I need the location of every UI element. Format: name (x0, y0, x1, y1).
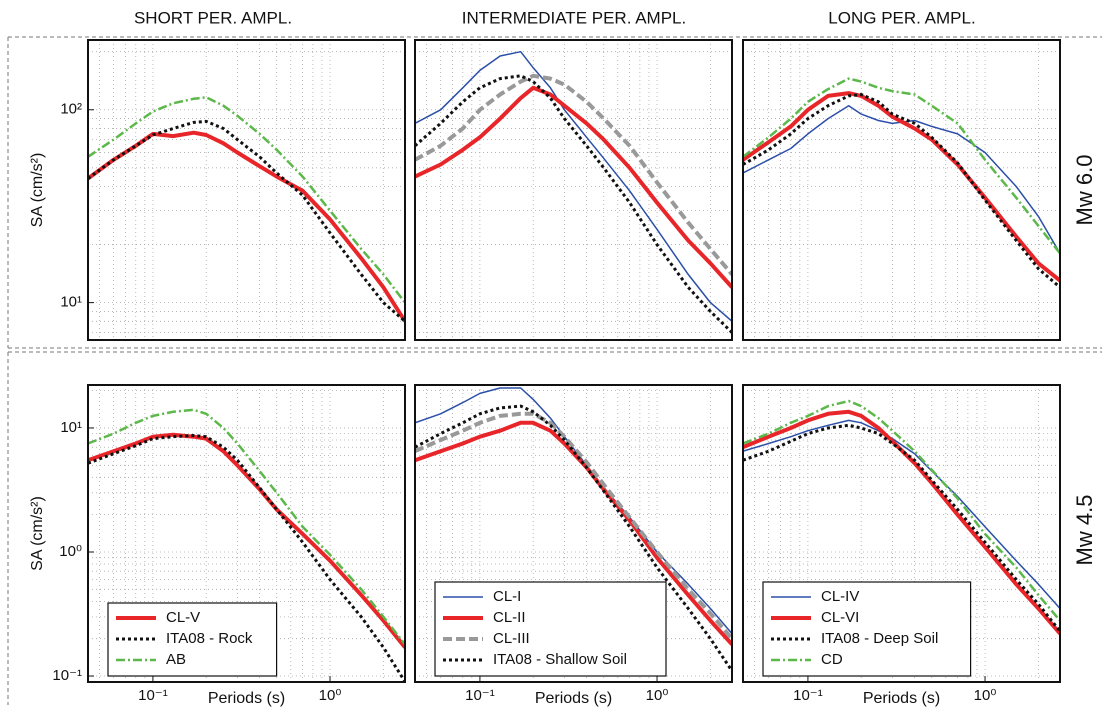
legend-label: CL-VI (821, 609, 859, 626)
row-frame (7, 351, 1102, 705)
x-tick-label: 10⁻¹ (138, 687, 168, 704)
series-line (415, 420, 732, 646)
legend-label: ITA08 - Rock (166, 630, 253, 647)
y-tick-label: 10² (60, 101, 82, 118)
legend-label: ITA08 - Shallow Soil (493, 651, 627, 668)
series-line (415, 74, 732, 334)
series-line (88, 432, 405, 649)
x-tick-label: 10⁰ (974, 687, 997, 704)
plot-frame (414, 384, 733, 683)
series-line (88, 96, 405, 304)
series-line (415, 85, 732, 289)
series-line (743, 77, 1060, 255)
series-line (415, 404, 732, 672)
column-title: SHORT PER. AMPL. (134, 8, 292, 27)
panel: 10⁻¹ 10⁰ 10¹ 10⁻¹ 10⁰ SA (cm/s²) Periods (s) CL… (29, 384, 406, 707)
column-title: LONG PER. AMPL. (828, 8, 975, 27)
series-line (415, 73, 732, 276)
y-tick-label: 10¹ (60, 419, 82, 436)
panel: 10¹ 10² SA (cm/s²) (29, 39, 406, 341)
y-tick-label: 10⁻¹ (52, 667, 82, 684)
row-frame (7, 36, 1102, 349)
plot-frame (414, 39, 733, 341)
series-line (88, 434, 405, 682)
y-axis-label: SA (cm/s²) (29, 153, 46, 228)
series-line (743, 91, 1060, 283)
column-title: INTERMEDIATE PER. AMPL. (462, 8, 687, 27)
series-line (415, 387, 732, 635)
panel: 10⁻¹ 10⁰ Periods (s) CL-IV CL-VI ITA08 - Deep… (742, 384, 1061, 707)
y-tick-label: 10⁰ (59, 543, 82, 560)
x-tick-label: 10⁻¹ (465, 687, 495, 704)
legend-label: CL-III (493, 630, 530, 647)
x-tick-label: 10⁰ (646, 687, 669, 704)
panel (742, 39, 1061, 341)
row-label: Mw 6.0 (1072, 155, 1097, 226)
x-tick-label: 10⁻¹ (793, 687, 823, 704)
x-axis-label: Periods (s) (208, 690, 285, 707)
series-line (88, 408, 405, 646)
x-axis-label: Periods (s) (535, 690, 612, 707)
panel (414, 39, 733, 341)
series-line (743, 399, 1060, 622)
x-axis-label: Periods (s) (863, 690, 940, 707)
series-line (88, 119, 405, 323)
legend-label: AB (166, 651, 186, 668)
y-tick-label: 10¹ (60, 294, 82, 311)
plot-frame (87, 39, 406, 341)
legend-label: CL-V (166, 609, 200, 626)
legend-label: CL-II (493, 609, 526, 626)
legend-label: CL-I (493, 588, 521, 605)
series-line (743, 423, 1060, 633)
plot-frame (742, 39, 1061, 341)
row-label: Mw 4.5 (1072, 495, 1097, 566)
series-line (743, 93, 1060, 289)
y-axis-label: SA (cm/s²) (29, 496, 46, 571)
series-line (743, 104, 1060, 254)
legend-label: ITA08 - Deep Soil (821, 630, 938, 647)
series-line (743, 409, 1060, 635)
legend-label: CL-IV (821, 588, 859, 605)
plot-frame (742, 384, 1061, 683)
plot-frame (87, 384, 406, 683)
panel: 10⁻¹ 10⁰ Periods (s) CL-I CL-II CL-III ITA08 -… (414, 384, 733, 707)
legend-label: CD (821, 651, 843, 668)
x-tick-label: 10⁰ (319, 687, 342, 704)
row-frames (7, 36, 1102, 705)
